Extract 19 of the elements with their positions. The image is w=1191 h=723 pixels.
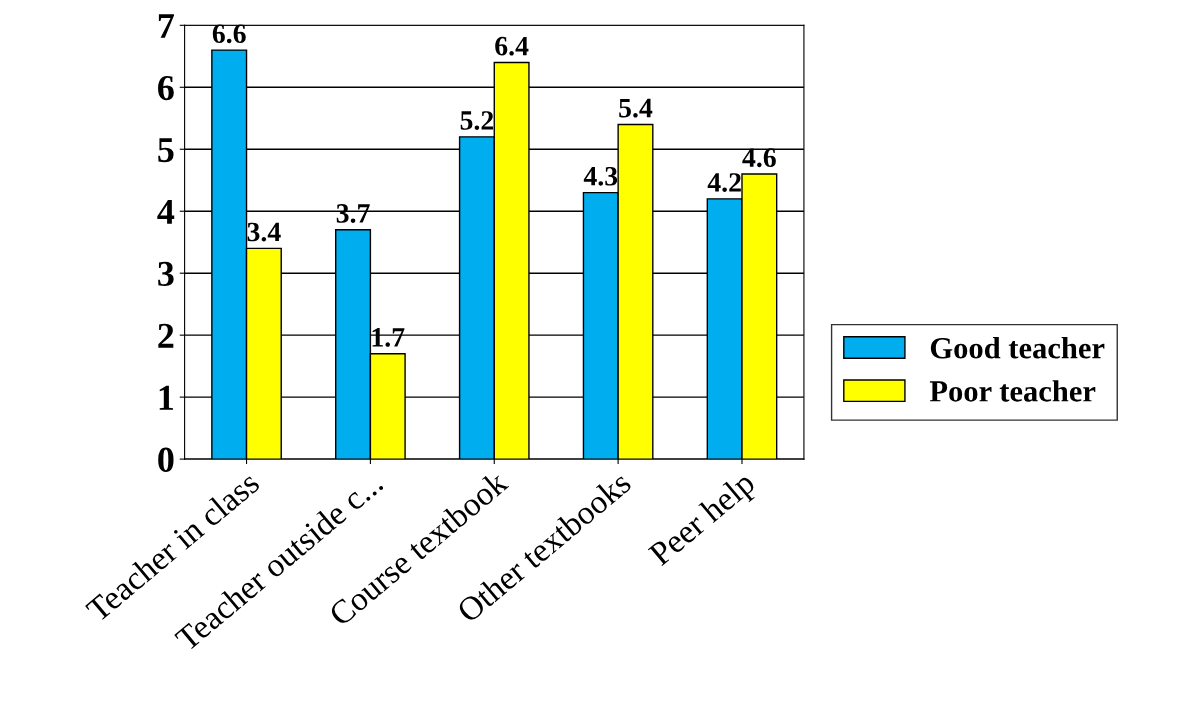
data-label: 4.2 bbox=[707, 173, 741, 192]
x-tick-label: Peer help bbox=[647, 469, 761, 572]
y-tick-label: 1 bbox=[159, 385, 174, 410]
y-tick-label: 6 bbox=[158, 75, 174, 101]
y-tick-label: 0 bbox=[158, 447, 174, 472]
data-label: 6.6 bbox=[212, 24, 246, 44]
data-label: 6.4 bbox=[495, 36, 529, 56]
y-tick-label: 5 bbox=[158, 138, 174, 163]
y-tick-label: 7 bbox=[158, 14, 174, 38]
data-label: 5.4 bbox=[619, 98, 653, 118]
data-label: 5.2 bbox=[460, 111, 494, 130]
y-tick-label: 2 bbox=[158, 323, 174, 348]
legend-label: Good teacher bbox=[930, 337, 1105, 359]
y-tick-label: 3 bbox=[158, 261, 174, 287]
legend-label: Poor teacher bbox=[929, 380, 1096, 402]
data-label: 4.3 bbox=[583, 166, 618, 186]
data-label: 4.6 bbox=[742, 148, 776, 168]
y-tick-label: 4 bbox=[157, 199, 175, 224]
data-label: 3.4 bbox=[247, 222, 281, 242]
